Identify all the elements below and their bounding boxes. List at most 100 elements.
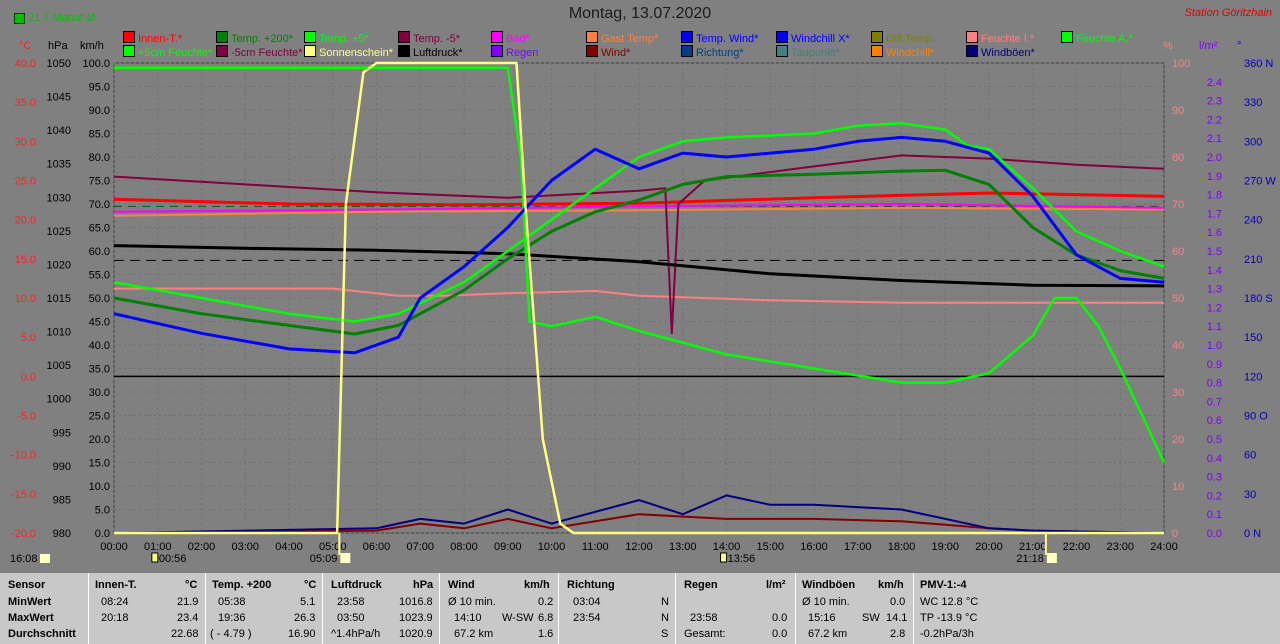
temp-axis-tick: 25.0: [15, 176, 36, 188]
legend-swatch: [681, 45, 693, 57]
legend-label: Richtung*: [696, 47, 744, 59]
x-axis-tick: 15:00: [756, 541, 784, 553]
rain-axis-tick: 1.8: [1207, 190, 1222, 202]
legend-item: -5cm Feuchte*: [216, 45, 303, 59]
boeen-min-val: 0.0: [890, 596, 906, 608]
rain-axis-tick: 0.7: [1207, 396, 1222, 408]
x-axis-tick: 07:00: [406, 541, 434, 553]
legend-label: Temp. +5*: [319, 33, 369, 45]
header-sensor: Sensor: [8, 579, 46, 591]
regen-avg-label: Gesamt:: [684, 628, 726, 640]
legend-swatch: [304, 45, 316, 57]
chart-title: Montag, 13.07.2020: [568, 5, 712, 22]
legend-swatch: [966, 31, 978, 43]
x-axis-tick: 05:00: [319, 541, 347, 553]
header-temp: Temp. +200: [212, 579, 272, 591]
col-regen: Regen l/m² 23:58 0.0 Gesamt: 0.0: [675, 573, 796, 644]
regen-avg: 0.0: [772, 628, 788, 640]
rain-axis-tick: 0.3: [1207, 472, 1222, 484]
series-line: [113, 203, 1165, 213]
rain-axis-tick: 2.1: [1207, 133, 1222, 145]
direction-axis-tick: 120: [1244, 371, 1262, 383]
direction-axis-tick: 270 W: [1244, 176, 1276, 188]
direction-axis-tick: 30: [1244, 489, 1256, 501]
legend-item: Gast Temp*: [586, 31, 658, 45]
series-line: [113, 154, 1165, 335]
legend-label: Windchill*: [886, 47, 935, 59]
series-line: [114, 287, 1164, 304]
temp-max-val: 26.3: [294, 612, 316, 624]
temp-axis-tick: 0.0: [21, 371, 36, 383]
rain-axis-tick: 1.2: [1207, 302, 1222, 314]
series-line: [114, 61, 1164, 535]
direction-axis-tick: 360 N: [1244, 58, 1273, 70]
wind-axis-tick: 85.0: [89, 129, 110, 141]
unit-temp: °C: [19, 40, 32, 52]
legend-item: Taupunkt*: [776, 45, 840, 59]
x-axis-tick: 21:00: [1019, 541, 1047, 553]
rain-axis-tick: 0.9: [1207, 359, 1222, 371]
humidity-axis-tick: 60: [1172, 246, 1184, 258]
legend-item: Feuchte I.*: [966, 31, 1034, 45]
legend-item: Windböen*: [966, 45, 1035, 59]
legend-swatch: [491, 45, 503, 57]
rain-axis-tick: 1.1: [1207, 321, 1222, 333]
boeen-max-val: 14.1: [886, 612, 908, 624]
header-wind: Wind: [448, 579, 475, 591]
rain-axis-tick: 0.2: [1207, 490, 1222, 502]
druck-min-val: 1016.8: [399, 596, 433, 608]
legend-label: Regen: [506, 47, 539, 59]
unit-boeen: km/h: [878, 579, 904, 591]
legend-label: Gast Temp*: [601, 33, 659, 45]
unit-pressure: hPa: [48, 40, 68, 52]
richtung-max-dir: N: [661, 612, 669, 624]
humidity-axis-tick: 10: [1172, 481, 1184, 493]
unit-druck: hPa: [413, 579, 434, 591]
legend-item: +5cm Feuchte*: [123, 45, 212, 59]
x-axis-tick: 24:00: [1150, 541, 1178, 553]
temp-avg-diff: ( - 4.79 ): [210, 628, 252, 640]
temp-axis-tick: -10.0: [11, 450, 36, 462]
wind-axis-tick: 95.0: [89, 82, 110, 94]
humidity-axis-tick: 0: [1172, 528, 1178, 540]
direction-axis-tick: 60: [1244, 450, 1256, 462]
sunset-label: 21:18: [1016, 553, 1044, 565]
legend-swatch: [1061, 31, 1073, 43]
wind-avg: 1.6: [538, 628, 554, 640]
x-axis-tick: 00:00: [100, 541, 128, 553]
unit-rain: l/m²: [1199, 40, 1218, 52]
wind-axis-tick: 100.0: [82, 58, 110, 70]
col-druck: Luftdruck hPa 23:58 1016.8 03:50 1023.9 …: [322, 573, 440, 644]
direction-axis-tick: 150: [1244, 332, 1262, 344]
series-line: [113, 244, 1165, 288]
legend-item: Temp. Wind*: [681, 31, 758, 45]
rain-axis-tick: 1.0: [1207, 340, 1222, 352]
legend-label: Windböen*: [981, 47, 1035, 59]
moonset-marker: [720, 552, 728, 563]
legend-swatch: [123, 31, 135, 43]
series-line: [113, 122, 1165, 323]
x-axis-tick: 06:00: [363, 541, 391, 553]
wind-axis-tick: 90.0: [89, 105, 110, 117]
x-axis-tick: 19:00: [931, 541, 959, 553]
pressure-axis-tick: 985: [53, 494, 71, 506]
legend-label: -5cm Feuchte*: [231, 47, 303, 59]
wind-axis-tick: 45.0: [89, 317, 110, 329]
richtung-min-time: 03:04: [573, 596, 601, 608]
rain-axis-tick: 0.6: [1207, 415, 1222, 427]
temp-axis-tick: 40.0: [15, 58, 36, 70]
x-axis-tick: 04:00: [275, 541, 303, 553]
weather-chart: 40.0 35.0 30.0 25.0 20.0 15.0 10.0 5.0 0.0 -5.0 -1…: [10, 58, 1276, 565]
legend-label: Temp. Wind*: [696, 33, 759, 45]
legend-label: +5cm Feuchte*: [138, 47, 213, 59]
legend-swatch: [776, 31, 788, 43]
wind-axis-tick: 50.0: [89, 293, 110, 305]
pressure-axis-tick: 995: [53, 427, 71, 439]
pressure-axis-tick: 1040: [47, 125, 71, 137]
legend-item: Feuchte A.*: [1061, 31, 1133, 45]
x-axis-tick: 12:00: [625, 541, 653, 553]
wind-axis-tick: 40.0: [89, 340, 110, 352]
humidity-axis-tick: 50: [1172, 293, 1184, 305]
pmv-trend: -0.2hPa/3h: [920, 628, 974, 640]
header-boeen: Windböen: [802, 579, 856, 591]
